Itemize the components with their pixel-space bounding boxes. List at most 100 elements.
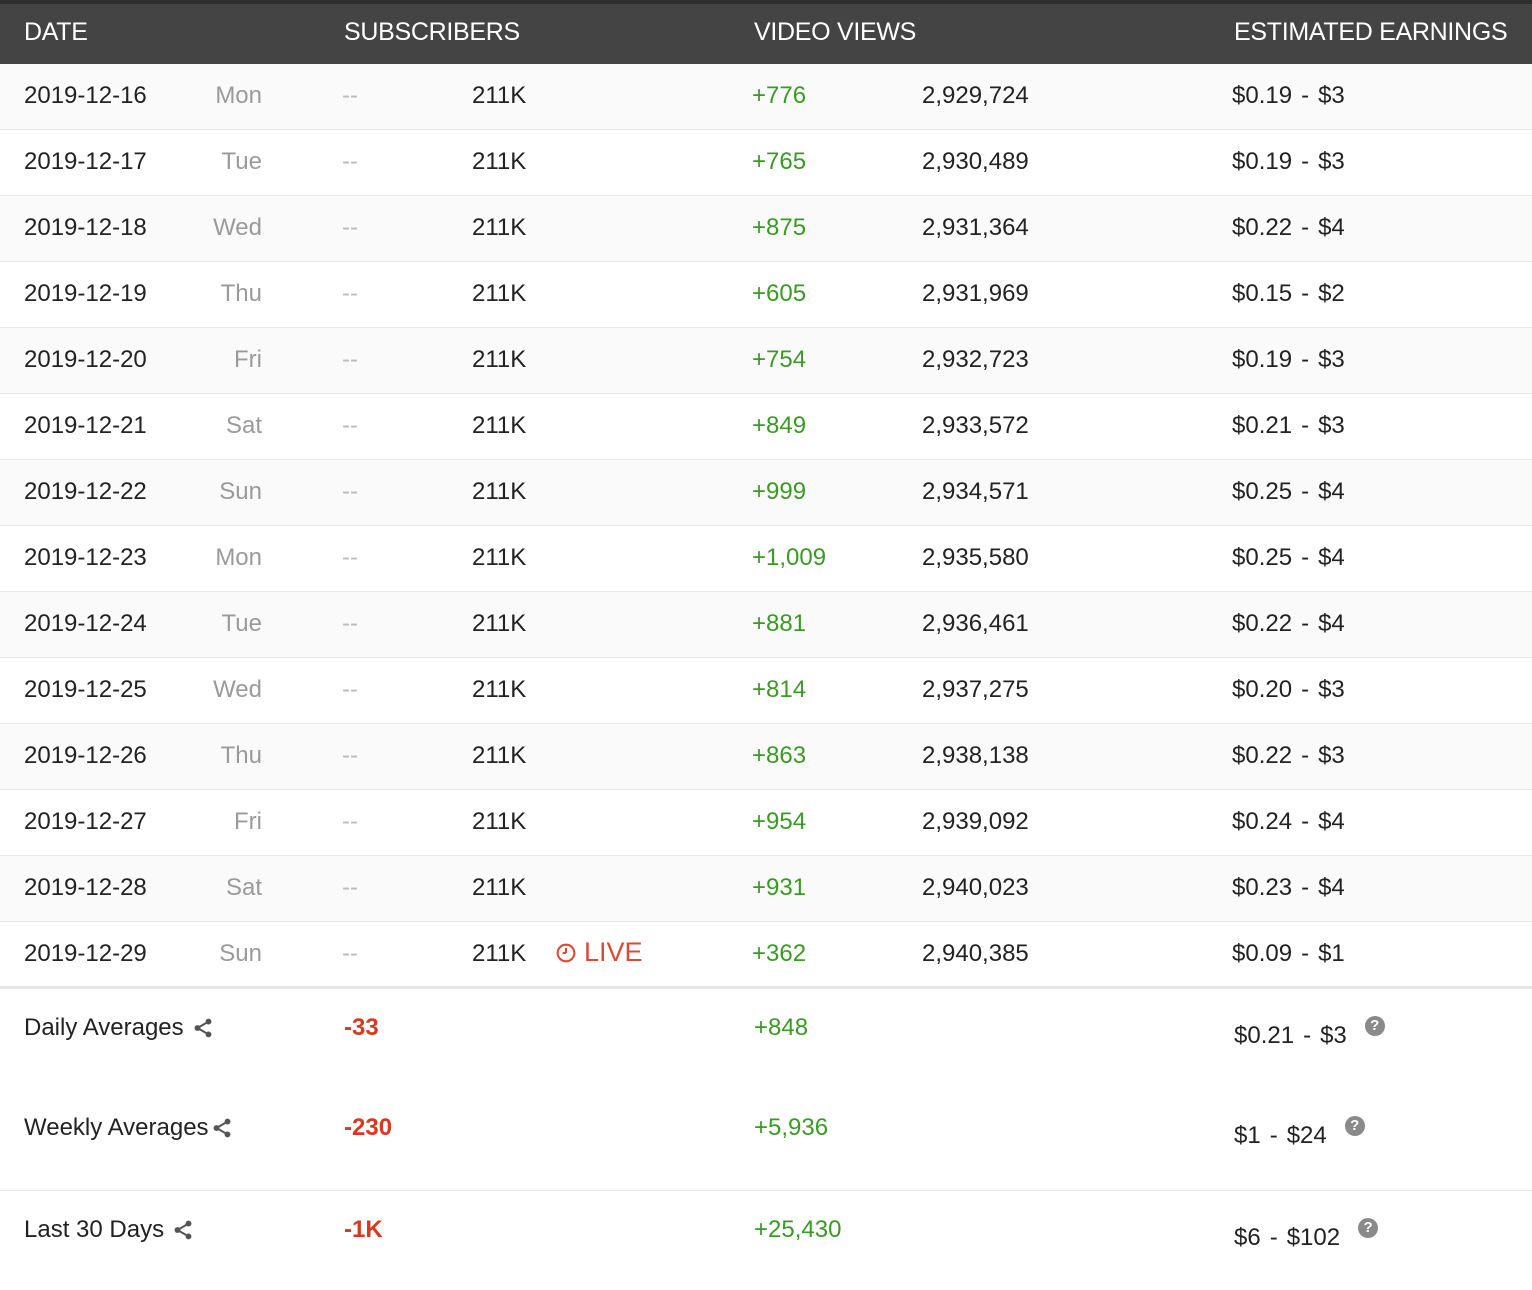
row-subscribers: 211K xyxy=(472,214,527,241)
row-subscriber-change: -- xyxy=(342,544,358,571)
row-subscribers: 211K xyxy=(472,82,527,109)
clock-icon xyxy=(556,943,576,962)
row-view-change: +605 xyxy=(752,280,807,307)
live-label: LIVE xyxy=(584,937,643,967)
last-30-days-subscribers: -1K xyxy=(344,1216,383,1243)
daily-earnings-average: $0.21- $3 ? xyxy=(1234,1016,1385,1050)
row-views: 2,934,571 xyxy=(922,478,1029,505)
row-subscriber-change: -- xyxy=(342,874,358,901)
row-subscribers: 211K xyxy=(472,544,527,571)
row-day: Sun xyxy=(219,478,262,505)
row-day: Wed xyxy=(213,676,262,703)
row-date: 2019-12-24 xyxy=(24,610,147,637)
row-subscribers: 211K xyxy=(472,742,527,769)
daily-averages-label: Daily Averages xyxy=(24,1014,214,1042)
daily-stats-table: 2019-12-16 Mon -- 211K +776 2,929,724 $0.19- $3… xyxy=(0,64,1532,988)
row-view-change: +931 xyxy=(752,874,807,901)
table-row: 2019-12-20 Fri -- 211K +754 2,932,723 $0.19- $3 xyxy=(0,328,1532,394)
header-video-views: VIDEO VIEWS xyxy=(754,18,917,46)
row-subscribers: 211K xyxy=(472,874,527,901)
row-subscribers: 211K xyxy=(472,808,527,835)
row-views: 2,932,723 xyxy=(922,346,1029,373)
row-view-change: +954 xyxy=(752,808,807,835)
last-30-days-earnings: $6- $102 ? xyxy=(1234,1218,1379,1252)
row-subscriber-change: -- xyxy=(342,610,358,637)
row-subscribers: 211K xyxy=(472,412,527,439)
row-estimated-earnings: $0.19- $3 xyxy=(1232,148,1345,175)
row-subscribers: 211K xyxy=(472,940,527,967)
row-subscriber-change: -- xyxy=(342,808,358,835)
table-row: 2019-12-25 Wed -- 211K +814 2,937,275 $0.20- $3 xyxy=(0,658,1532,724)
table-row: 2019-12-27 Fri -- 211K +954 2,939,092 $0.24- $4 xyxy=(0,790,1532,856)
table-row: 2019-12-16 Mon -- 211K +776 2,929,724 $0.19- $3 xyxy=(0,64,1532,130)
row-date: 2019-12-26 xyxy=(24,742,147,769)
summary-divider xyxy=(0,986,1532,989)
table-row: 2019-12-24 Tue -- 211K +881 2,936,461 $0.22- $4 xyxy=(0,592,1532,658)
row-date: 2019-12-28 xyxy=(24,874,147,901)
row-views: 2,936,461 xyxy=(922,610,1029,637)
row-subscriber-change: -- xyxy=(342,214,358,241)
share-icon[interactable] xyxy=(211,1117,233,1139)
weekly-earnings-average: $1- $24 ? xyxy=(1234,1116,1365,1150)
table-row: 2019-12-17 Tue -- 211K +765 2,930,489 $0.19- $3 xyxy=(0,130,1532,196)
row-day: Sun xyxy=(219,940,262,967)
live-badge: LIVE xyxy=(556,937,643,968)
row-date: 2019-12-16 xyxy=(24,82,147,109)
last-30-days-label: Last 30 Days xyxy=(24,1216,194,1244)
weekly-averages-label: Weekly Averages xyxy=(24,1114,233,1142)
weekly-subscribers-average: -230 xyxy=(344,1114,393,1141)
row-subscriber-change: -- xyxy=(342,478,358,505)
table-row: 2019-12-22 Sun -- 211K +999 2,934,571 $0.25- $4 xyxy=(0,460,1532,526)
row-subscriber-change: -- xyxy=(342,346,358,373)
row-view-change: +776 xyxy=(752,82,807,109)
row-day: Wed xyxy=(213,214,262,241)
row-subscribers: 211K xyxy=(472,280,527,307)
row-estimated-earnings: $0.24- $4 xyxy=(1232,808,1345,835)
last-30-days-views: +25,430 xyxy=(754,1216,842,1243)
header-estimated-earnings: ESTIMATED EARNINGS xyxy=(1234,18,1508,46)
table-row: 2019-12-18 Wed -- 211K +875 2,931,364 $0.22- $4 xyxy=(0,196,1532,262)
row-view-change: +1,009 xyxy=(752,544,827,571)
share-icon[interactable] xyxy=(172,1219,194,1241)
row-subscribers: 211K xyxy=(472,610,527,637)
row-view-change: +754 xyxy=(752,346,807,373)
table-header: DATE SUBSCRIBERS VIDEO VIEWS ESTIMATED E… xyxy=(0,0,1532,64)
row-estimated-earnings: $0.22- $4 xyxy=(1232,214,1345,241)
row-estimated-earnings: $0.25- $4 xyxy=(1232,478,1345,505)
row-date: 2019-12-17 xyxy=(24,148,147,175)
help-icon[interactable]: ? xyxy=(1344,1116,1365,1136)
row-views: 2,940,385 xyxy=(922,940,1029,967)
row-day: Mon xyxy=(215,544,262,571)
row-day: Mon xyxy=(215,82,262,109)
row-views: 2,931,969 xyxy=(922,280,1029,307)
row-views: 2,940,023 xyxy=(922,874,1029,901)
row-date: 2019-12-21 xyxy=(24,412,147,439)
row-estimated-earnings: $0.23- $4 xyxy=(1232,874,1345,901)
row-date: 2019-12-18 xyxy=(24,214,147,241)
help-icon[interactable]: ? xyxy=(1364,1016,1385,1036)
daily-subscribers-average: -33 xyxy=(344,1014,379,1041)
row-estimated-earnings: $0.15- $2 xyxy=(1232,280,1345,307)
row-date: 2019-12-20 xyxy=(24,346,147,373)
table-row: 2019-12-23 Mon -- 211K +1,009 2,935,580 $0.25-… xyxy=(0,526,1532,592)
share-icon[interactable] xyxy=(192,1017,214,1039)
row-views: 2,929,724 xyxy=(922,82,1029,109)
table-row: 2019-12-28 Sat -- 211K +931 2,940,023 $0.23- $4 xyxy=(0,856,1532,922)
row-day: Fri xyxy=(234,808,262,835)
row-day: Thu xyxy=(220,280,262,307)
header-subscribers: SUBSCRIBERS xyxy=(344,18,520,46)
row-subscriber-change: -- xyxy=(342,82,358,109)
row-views: 2,935,580 xyxy=(922,544,1029,571)
summary-row-divider xyxy=(0,1190,1532,1191)
row-date: 2019-12-22 xyxy=(24,478,147,505)
row-views: 2,933,572 xyxy=(922,412,1029,439)
row-day: Tue xyxy=(221,148,262,175)
help-icon[interactable]: ? xyxy=(1358,1218,1379,1238)
row-subscriber-change: -- xyxy=(342,280,358,307)
row-estimated-earnings: $0.25- $4 xyxy=(1232,544,1345,571)
row-subscribers: 211K xyxy=(472,148,527,175)
row-views: 2,938,138 xyxy=(922,742,1029,769)
row-day: Sat xyxy=(225,412,262,439)
header-date: DATE xyxy=(24,18,88,46)
row-subscriber-change: -- xyxy=(342,742,358,769)
